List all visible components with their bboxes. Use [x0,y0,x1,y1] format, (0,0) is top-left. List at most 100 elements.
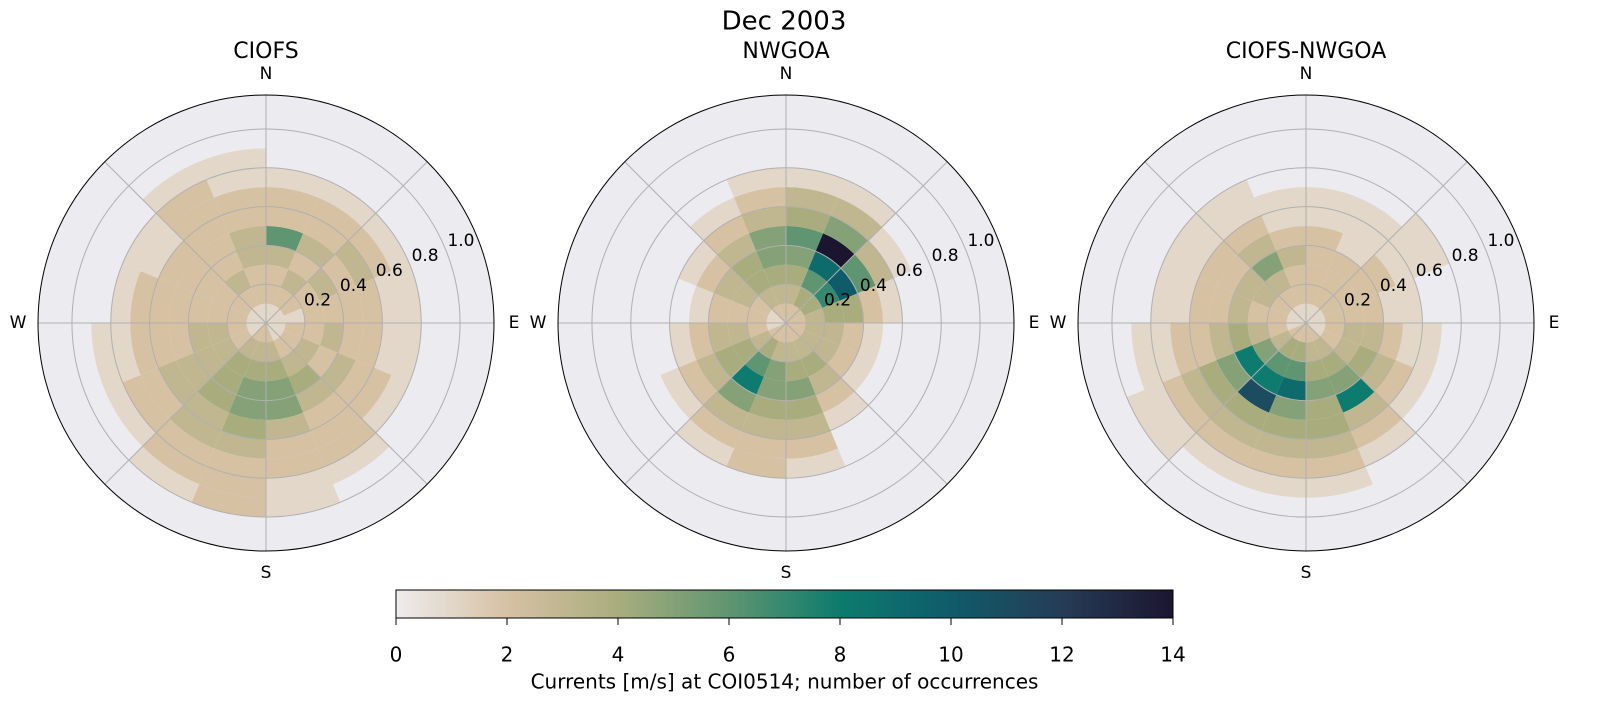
hist-cell [1320,269,1348,296]
hist-cell [168,323,195,361]
hist-cell [243,358,266,382]
hist-cell [1261,412,1306,440]
hist-cell [1247,300,1271,323]
hist-cell [266,206,311,234]
hist-cell [1306,323,1324,337]
hist-cell [211,251,244,282]
hist-cell [266,323,284,337]
hist-cell [266,187,318,216]
hist-cell [317,419,376,467]
hist-cell [214,187,266,216]
hist-cell [669,323,697,368]
hist-cell [1306,206,1351,234]
hist-cell [293,281,320,309]
hist-cell [1261,206,1306,234]
hist-cell [236,376,266,401]
hist-cell [1144,382,1197,447]
chart-title: CIOFS-NWGOA [1226,39,1387,64]
hist-cell [337,323,364,361]
hist-cell [207,323,231,346]
hist-cell [1298,303,1306,323]
hist-cell [1360,352,1396,392]
hist-cell [734,187,786,216]
hist-cell [310,197,363,241]
hist-cell [110,263,141,323]
colorbar-tick-label: 2 [501,643,514,667]
hist-cell [714,345,745,378]
r-tick-label: 1.0 [1487,231,1514,251]
hist-cell [1182,432,1247,485]
hist-cell [310,405,363,449]
hist-cell [295,233,335,269]
hist-cell [206,167,266,198]
hist-cell [266,358,289,382]
hist-cell [1323,308,1345,323]
hist-cell [1198,360,1238,406]
hist-cell [708,323,733,353]
r-tick-label: 0.8 [932,246,959,266]
hist-cell [122,374,170,433]
hist-cell [678,240,718,286]
colorbar-tick-label: 8 [834,643,847,667]
hist-cell [744,269,772,296]
hist-cell [748,394,786,421]
hist-cell [1276,376,1306,401]
grid-spoke [624,161,948,485]
hist-cell [1343,215,1389,255]
hist-cell [266,323,274,343]
hist-cell [228,225,266,252]
hist-cell [696,254,732,294]
hist-cell [1306,305,1320,323]
r-tick-label: 0.8 [412,246,439,266]
hist-cell [1180,367,1224,420]
hist-cell [266,466,333,498]
hist-cell [1131,323,1163,390]
hist-cell [868,226,912,279]
hist-cell [786,323,794,343]
hist-cell [199,148,266,180]
direction-label: E [509,313,520,333]
hist-cell [1306,323,1314,343]
hist-cell [266,430,318,459]
r-tick-label: 0.6 [1416,261,1443,281]
hist-cell [246,323,266,331]
hist-cell [1306,284,1321,306]
hist-cell [1341,300,1365,323]
hist-cell [156,179,215,227]
hist-cell [793,336,814,359]
grid-spoke [104,161,428,485]
hist-cell [766,323,786,331]
hist-cell [1162,213,1210,272]
hist-cell [748,225,786,252]
hist-cell [188,323,213,353]
hist-cell [1306,323,1326,331]
hist-cell [1377,323,1404,361]
hist-cell [362,213,410,272]
direction-label: E [1549,313,1560,333]
hist-cell [1150,323,1181,383]
polar-chart: NWGOA 0.2 0.4 0.6 0.8 1.0 N E S W [530,39,1040,583]
hist-cell [756,376,786,401]
hist-cell [1268,394,1306,421]
hist-cell [726,448,786,479]
r-tick-label: 0.4 [1380,276,1407,296]
hist-cell [320,254,356,294]
polar-chart: CIOFS-NWGOA 0.2 0.4 0.6 0.8 1.0 N E S W [1050,39,1560,583]
hist-cell [1268,225,1306,252]
hist-cell [803,323,825,338]
hist-cell [158,360,198,406]
hist-cell [1237,377,1277,413]
hist-cell [212,281,239,309]
hist-cell [91,323,123,390]
r-tick-label: 0.6 [376,261,403,281]
hist-cell [747,308,769,323]
hist-cell [766,315,786,323]
hist-cell [815,377,855,413]
hist-cell [1335,233,1375,269]
hist-cell [251,284,266,306]
hist-cell [786,430,838,459]
colorbar-tick-label: 6 [723,643,736,667]
polar-frame [557,94,1015,552]
hist-cell [1208,285,1235,323]
hist-cell [212,337,239,365]
